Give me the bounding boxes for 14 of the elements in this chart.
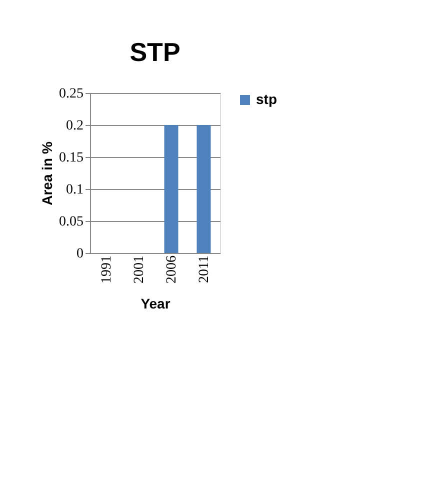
y-tick-label: 0.05 — [59, 214, 84, 230]
x-tick-label: 2006 — [164, 256, 180, 284]
y-tick-label: 0.2 — [66, 118, 84, 134]
y-axis-title: Area in % — [39, 141, 55, 206]
chart-title: STP — [130, 37, 180, 67]
x-tick-label: 2001 — [132, 256, 147, 284]
x-tick-label: 1991 — [99, 256, 114, 284]
y-tick-label: 0.15 — [59, 150, 84, 166]
legend-label: stp — [256, 91, 277, 107]
y-tick-label: 0 — [76, 246, 84, 262]
x-tick-label: 2011 — [196, 256, 212, 283]
x-axis-title: Year — [140, 296, 171, 312]
y-tick-label: 0.1 — [66, 182, 84, 198]
y-tick-label: 0.25 — [59, 86, 84, 102]
